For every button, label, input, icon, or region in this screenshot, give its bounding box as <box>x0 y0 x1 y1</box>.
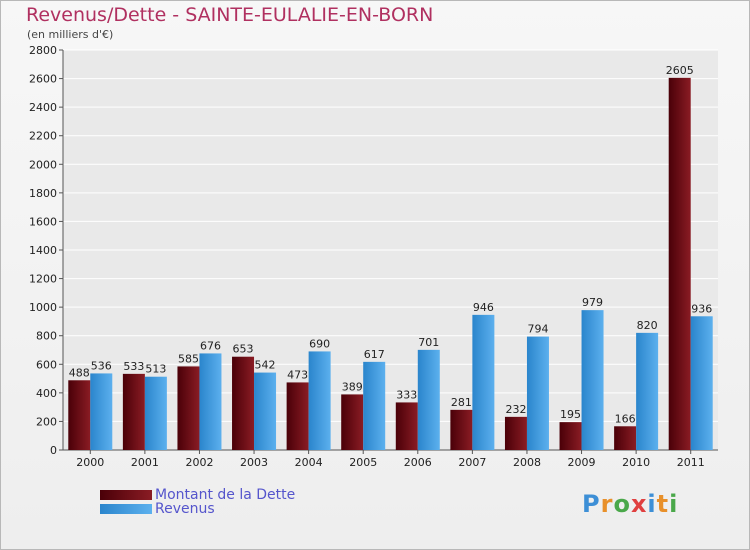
bar-revenue <box>308 351 331 450</box>
x-tick-label: 2010 <box>622 456 650 469</box>
y-tick-label: 2000 <box>29 158 57 171</box>
data-label-revenue: 542 <box>255 359 276 372</box>
legend-label-revenue: Revenus <box>155 501 215 517</box>
chart-title: Revenus/Dette - SAINTE-EULALIE-EN-BORN <box>26 4 434 26</box>
logo-letter: i <box>669 490 679 518</box>
bar-debt <box>395 402 418 450</box>
x-tick-label: 2003 <box>240 456 268 469</box>
x-tick-label: 2002 <box>185 456 213 469</box>
y-tick-label: 200 <box>36 415 57 428</box>
y-tick-label: 2200 <box>29 130 57 143</box>
bar-debt <box>68 380 91 450</box>
y-tick-label: 2600 <box>29 73 57 86</box>
y-tick-label: 1000 <box>29 301 57 314</box>
x-tick-label: 2001 <box>131 456 159 469</box>
x-tick-label: 2009 <box>568 456 596 469</box>
data-label-revenue: 936 <box>691 302 712 315</box>
logo-letter: x <box>630 490 648 518</box>
data-label-revenue: 794 <box>527 323 548 336</box>
bar-revenue <box>363 361 386 450</box>
legend-swatch-debt <box>100 490 152 500</box>
logo-letter: P <box>582 490 601 518</box>
data-label-revenue: 701 <box>418 336 439 349</box>
bar-revenue <box>526 336 549 450</box>
data-label-revenue: 946 <box>473 301 494 314</box>
x-tick-label: 2005 <box>349 456 377 469</box>
data-label-debt: 653 <box>233 343 254 356</box>
x-tick-label: 2007 <box>458 456 486 469</box>
y-tick-label: 1400 <box>29 244 57 257</box>
bar-revenue <box>199 353 222 450</box>
bar-revenue <box>144 376 167 450</box>
data-label-debt: 232 <box>505 403 526 416</box>
x-tick-label: 2011 <box>677 456 705 469</box>
data-label-revenue: 979 <box>582 296 603 309</box>
y-tick-label: 2800 <box>29 44 57 57</box>
data-label-debt: 488 <box>69 366 90 379</box>
x-tick-label: 2008 <box>513 456 541 469</box>
bar-revenue <box>472 314 495 450</box>
bar-revenue <box>254 372 277 450</box>
bar-debt <box>177 366 200 450</box>
logo-letter: t <box>656 490 670 518</box>
bar-debt <box>559 422 582 450</box>
bar-revenue <box>636 332 659 450</box>
data-label-revenue: 676 <box>200 339 221 352</box>
y-tick-label: 600 <box>36 358 57 371</box>
bar-debt <box>341 394 364 450</box>
data-label-debt: 281 <box>451 396 472 409</box>
bar-debt <box>668 77 691 450</box>
y-tick-label: 1800 <box>29 187 57 200</box>
data-label-revenue: 690 <box>309 337 330 350</box>
data-label-revenue: 820 <box>637 319 658 332</box>
legend-item-revenue: Revenus <box>100 501 215 517</box>
bar-debt <box>450 409 473 450</box>
data-label-debt: 195 <box>560 408 581 421</box>
bar-debt <box>504 416 527 450</box>
y-tick-label: 400 <box>36 387 57 400</box>
y-tick-label: 800 <box>36 330 57 343</box>
bar-revenue <box>581 310 604 450</box>
y-tick-label: 2400 <box>29 101 57 114</box>
proxiti-logo: Proxiti <box>582 490 678 518</box>
chart-subtitle: (en milliers d'€) <box>27 28 114 41</box>
y-tick-label: 0 <box>50 444 57 457</box>
logo-letter: o <box>613 490 631 518</box>
data-label-revenue: 617 <box>364 348 385 361</box>
bar-revenue <box>417 349 440 450</box>
logo-letter: i <box>647 490 657 518</box>
y-tick-label: 1200 <box>29 273 57 286</box>
y-tick-label: 1600 <box>29 215 57 228</box>
data-label-revenue: 513 <box>145 363 166 376</box>
data-label-revenue: 536 <box>91 359 112 372</box>
bar-revenue <box>90 373 113 450</box>
data-label-debt: 585 <box>178 352 199 365</box>
x-tick-label: 2000 <box>76 456 104 469</box>
bar-debt <box>614 426 637 450</box>
bar-revenue <box>690 316 713 450</box>
bar-debt <box>232 356 255 450</box>
bar-debt <box>286 382 309 450</box>
data-label-debt: 166 <box>615 412 636 425</box>
data-label-debt: 333 <box>396 388 417 401</box>
legend-item-debt: Montant de la Dette <box>100 487 296 503</box>
x-tick-label: 2006 <box>404 456 432 469</box>
data-label-debt: 473 <box>287 368 308 381</box>
data-label-debt: 2605 <box>666 64 694 77</box>
data-label-debt: 389 <box>342 380 363 393</box>
x-tick-label: 2004 <box>295 456 323 469</box>
bar-debt <box>122 373 145 450</box>
legend-label-debt: Montant de la Dette <box>155 487 296 503</box>
logo-letter: r <box>600 490 614 518</box>
data-label-debt: 533 <box>123 360 144 373</box>
legend-swatch-revenue <box>100 504 152 514</box>
